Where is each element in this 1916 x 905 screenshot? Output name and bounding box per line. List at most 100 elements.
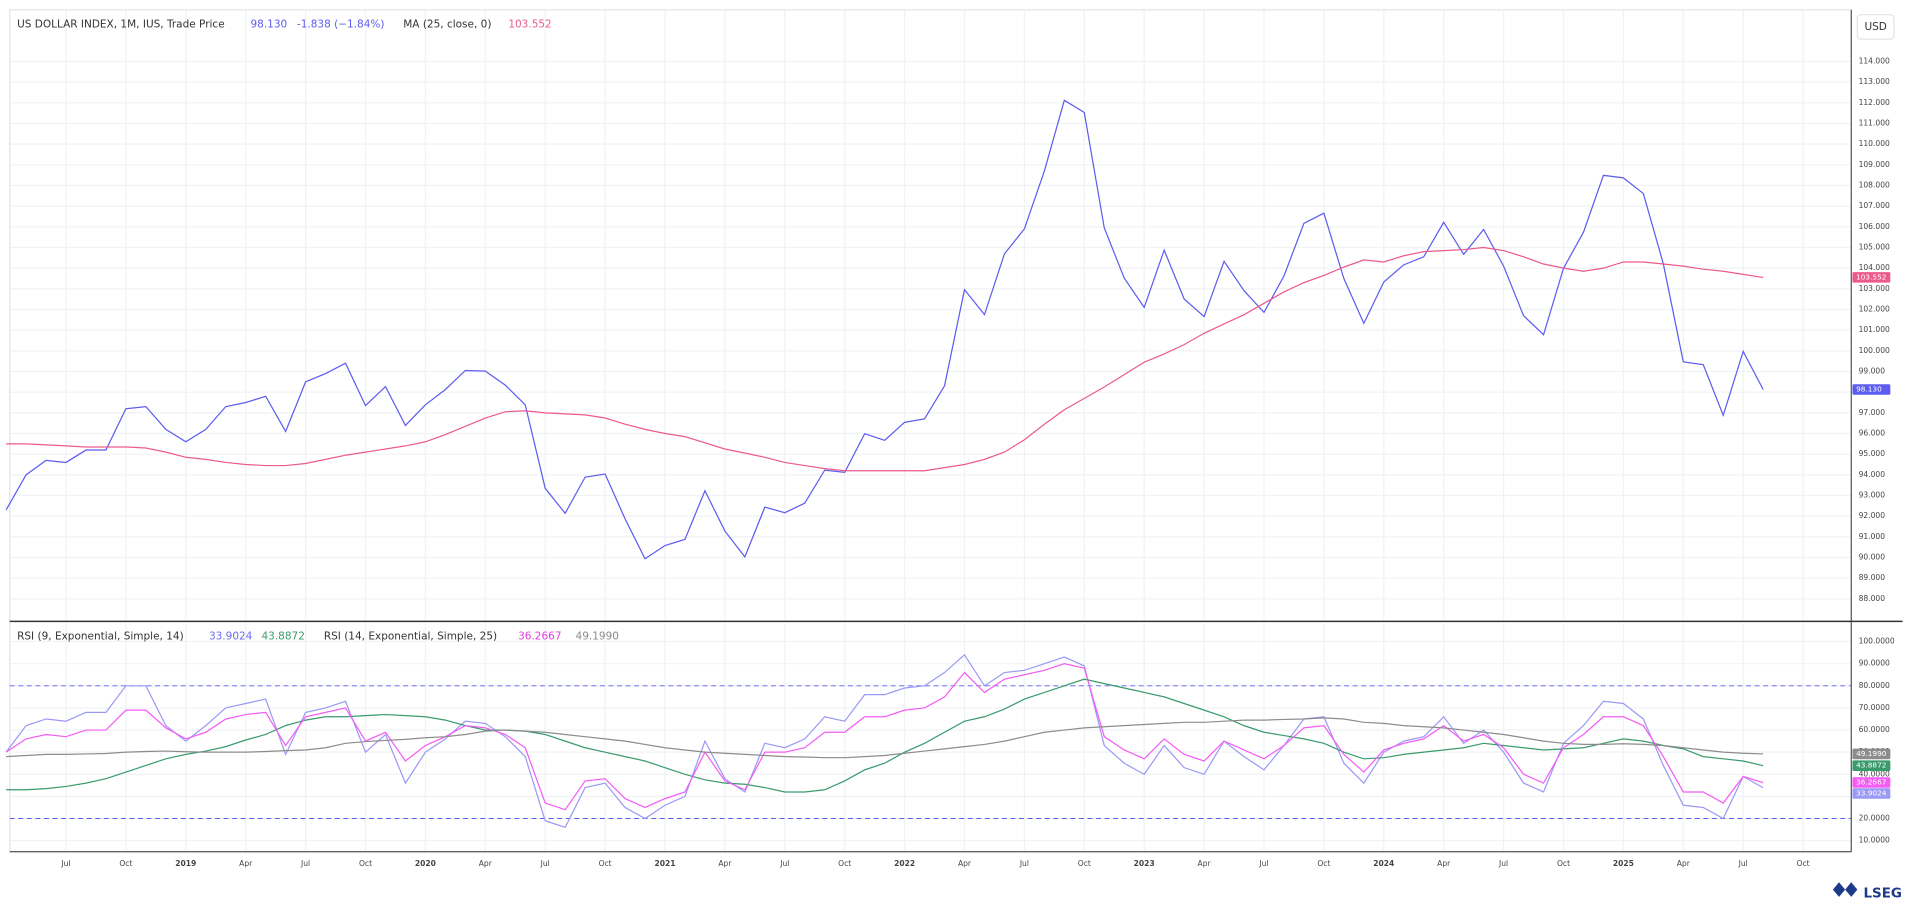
price-badge bbox=[1852, 748, 1891, 760]
y-tick-label: 60.0000 bbox=[1859, 725, 1890, 734]
currency-label[interactable]: USD bbox=[1864, 21, 1886, 33]
x-tick-label: Oct bbox=[1317, 859, 1330, 868]
price-badge bbox=[1852, 788, 1891, 799]
y-tick-label: 10.0000 bbox=[1859, 836, 1890, 845]
price-badge-label: 33.9024 bbox=[1856, 789, 1887, 798]
x-tick-label: Apr bbox=[718, 859, 732, 868]
logo-text: LSEG bbox=[1863, 886, 1901, 901]
y-tick-label: 100.000 bbox=[1859, 346, 1890, 355]
series-line bbox=[6, 246, 1764, 472]
x-tick-label: 2024 bbox=[1373, 859, 1394, 868]
y-tick-label: 109.000 bbox=[1859, 160, 1890, 169]
price-badge-label: 103.552 bbox=[1856, 272, 1886, 281]
x-tick-label: 2022 bbox=[894, 859, 915, 868]
x-tick-label: 2025 bbox=[1613, 859, 1634, 868]
y-tick-label: 105.000 bbox=[1859, 242, 1890, 251]
y-tick-label: 102.000 bbox=[1859, 304, 1890, 313]
rsi9-value: 33.9024 bbox=[209, 631, 253, 643]
y-tick-label: 93.000 bbox=[1859, 491, 1886, 500]
x-tick-label: Jul bbox=[779, 859, 789, 868]
y-tick-label: 20.0000 bbox=[1859, 814, 1890, 823]
y-tick-label: 95.000 bbox=[1859, 449, 1886, 458]
x-tick-label: 2019 bbox=[175, 859, 196, 868]
y-tick-label: 106.000 bbox=[1859, 222, 1890, 231]
y-tick-label: 70.0000 bbox=[1859, 703, 1890, 712]
x-tick-label: Apr bbox=[958, 859, 972, 868]
rsi9-legend: RSI (9, Exponential, Simple, 14) bbox=[17, 631, 184, 643]
y-tick-label: 104.000 bbox=[1859, 263, 1890, 272]
price-badge bbox=[1852, 777, 1891, 788]
x-tick-label: Apr bbox=[479, 859, 493, 868]
y-tick-label: 40.0000 bbox=[1859, 769, 1890, 778]
rsi9-signal-value: 43.8872 bbox=[261, 631, 304, 643]
rsi14-signal-value: 49.1990 bbox=[576, 631, 619, 643]
logo: LSEG bbox=[1832, 882, 1902, 901]
x-tick-label: Jul bbox=[60, 859, 70, 868]
y-tick-label: 113.000 bbox=[1859, 77, 1890, 86]
x-tick-label: Oct bbox=[359, 859, 372, 868]
price-badge bbox=[1852, 272, 1891, 283]
x-tick-label: Jul bbox=[1258, 859, 1268, 868]
price-badge-label: 98.130 bbox=[1856, 384, 1882, 393]
series-line bbox=[6, 678, 1764, 793]
y-tick-label: 97.000 bbox=[1859, 408, 1886, 417]
price-badge-label: 36.2667 bbox=[1856, 778, 1887, 787]
y-tick-label: 112.000 bbox=[1859, 98, 1890, 107]
last-price: 98.130 bbox=[250, 18, 287, 30]
x-tick-label: Oct bbox=[838, 859, 851, 868]
y-tick-label: 114.000 bbox=[1859, 56, 1890, 65]
y-tick-label: 110.000 bbox=[1859, 139, 1890, 148]
y-tick-label: 108.000 bbox=[1859, 180, 1890, 189]
x-tick-label: Apr bbox=[1437, 859, 1451, 868]
currency-button[interactable] bbox=[1856, 14, 1895, 40]
y-tick-label: 96.000 bbox=[1859, 429, 1886, 438]
x-tick-label: Jul bbox=[540, 859, 550, 868]
series-line bbox=[5, 663, 1764, 811]
y-tick-label: 90.000 bbox=[1859, 553, 1886, 562]
labels: Jul Oct 2019 Apr Jul Oct 2020 Apr Jul Oct 2021 Apr J… bbox=[60, 56, 1894, 867]
y-tick-label: 99.000 bbox=[1859, 367, 1886, 376]
x-tick-label: Oct bbox=[1078, 859, 1091, 868]
x-tick-label: Jul bbox=[1738, 859, 1748, 868]
series-line bbox=[6, 717, 1764, 759]
series-line bbox=[5, 99, 1764, 560]
x-tick-label: Apr bbox=[1198, 859, 1212, 868]
rsi14-legend: RSI (14, Exponential, Simple, 25) bbox=[324, 631, 497, 643]
logo-mark bbox=[1832, 882, 1858, 897]
y-tick-label: 92.000 bbox=[1859, 511, 1886, 520]
ma-value: 103.552 bbox=[508, 18, 551, 30]
x-tick-label: Jul bbox=[1019, 859, 1029, 868]
plot bbox=[5, 99, 1852, 829]
price-badge-label: 49.1990 bbox=[1856, 749, 1887, 758]
x-tick-label: 2021 bbox=[654, 859, 675, 868]
y-tick-label: 90.0000 bbox=[1859, 659, 1890, 668]
x-tick-label: 2020 bbox=[415, 859, 436, 868]
price-badge bbox=[1852, 384, 1891, 395]
y-tick-label: 89.000 bbox=[1859, 573, 1886, 582]
y-tick-label: 91.000 bbox=[1859, 532, 1886, 541]
x-tick-label: Apr bbox=[1677, 859, 1691, 868]
y-tick-label: 88.000 bbox=[1859, 594, 1886, 603]
y-tick-label: 103.000 bbox=[1859, 284, 1890, 293]
y-tick-label: 111.000 bbox=[1859, 118, 1890, 127]
price-badge bbox=[1852, 760, 1891, 771]
y-tick-label: 94.000 bbox=[1859, 470, 1886, 479]
x-tick-label: 2023 bbox=[1134, 859, 1155, 868]
x-tick-label: Jul bbox=[300, 859, 310, 868]
rsi14-value: 36.2667 bbox=[518, 631, 561, 643]
y-tick-label: 100.0000 bbox=[1859, 637, 1895, 646]
y-tick-label: 101.000 bbox=[1859, 325, 1890, 334]
x-tick-label: Jul bbox=[1498, 859, 1508, 868]
price-badge-label: 43.8872 bbox=[1856, 761, 1886, 770]
ma-legend: MA (25, close, 0) bbox=[403, 18, 491, 30]
series-title: US DOLLAR INDEX, 1M, IUS, Trade Price bbox=[17, 18, 225, 30]
x-tick-label: Oct bbox=[1797, 859, 1810, 868]
x-tick-label: Oct bbox=[599, 859, 612, 868]
x-tick-label: Apr bbox=[239, 859, 253, 868]
x-tick-label: Oct bbox=[1557, 859, 1570, 868]
y-tick-label: 107.000 bbox=[1859, 201, 1890, 210]
y-tick-label: 80.0000 bbox=[1859, 681, 1890, 690]
